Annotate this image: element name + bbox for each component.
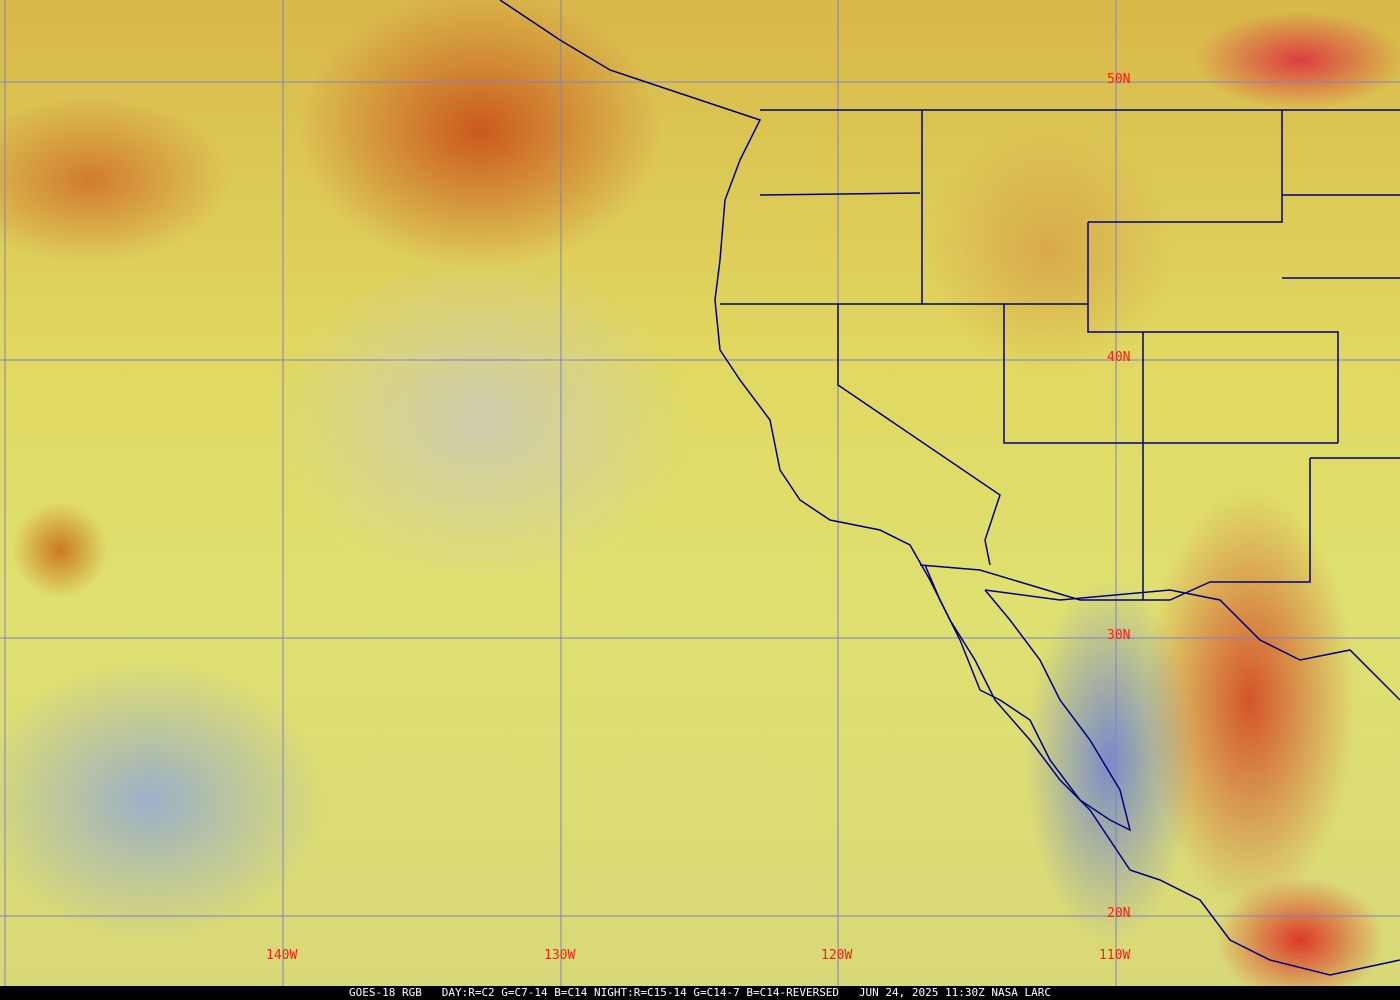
lon-label-110w: 110W [1099,948,1131,963]
baja-peninsula [924,564,1132,832]
caption-timestamp: JUN 24, 2025 11:30Z [858,986,985,999]
lon-label-130w: 130W [544,948,576,963]
lon-label-140w: 140W [266,948,298,963]
image-caption: GOES-18 RGB DAY:R=C2 G=C7-14 B=C14 NIGHT… [0,986,1400,1000]
caption-credit: NASA LARC [991,986,1052,999]
caption-satellite: GOES-18 RGB [348,986,422,999]
lat-label-40n: 40N [1107,350,1131,365]
coastline-west [499,0,1400,976]
state-borders [720,110,1400,601]
coastlines-and-borders [499,0,1400,976]
lat-label-20n: 20N [1107,906,1131,921]
mainland-mexico-coast [984,589,1400,701]
lon-label-120w: 120W [821,948,853,963]
lat-label-50n: 50N [1107,72,1131,87]
caption-recipe: DAY:R=C2 G=C7-14 B=C14 NIGHT:R=C15-14 G=… [441,986,840,999]
lat-label-30n: 30N [1107,628,1131,643]
